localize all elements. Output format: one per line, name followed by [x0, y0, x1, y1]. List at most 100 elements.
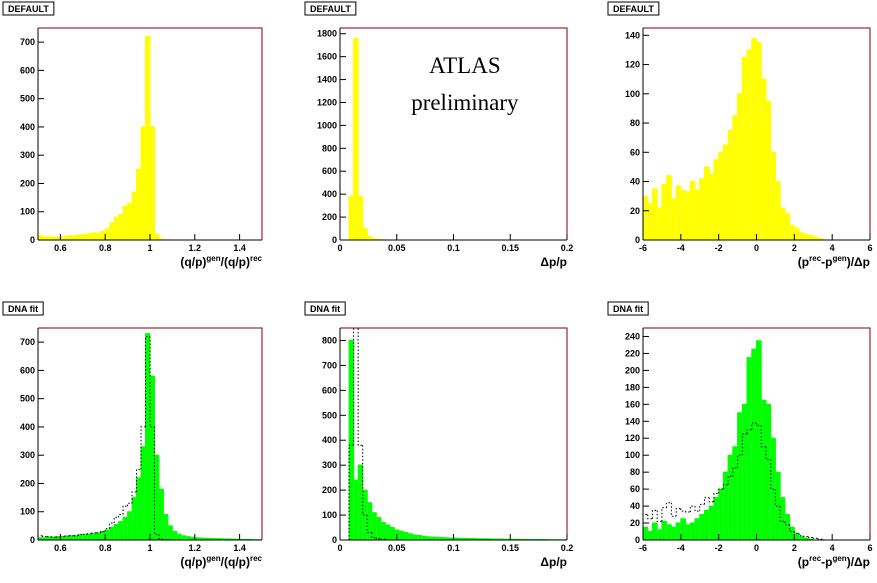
x-label-part: -p — [821, 255, 832, 269]
bar-outline — [375, 512, 381, 519]
bar-outline — [647, 527, 653, 533]
x-label-part: gen — [832, 254, 846, 263]
bar-outline — [127, 511, 133, 518]
bar-outline — [41, 235, 47, 238]
overlay-step — [822, 539, 828, 540]
bar — [444, 537, 449, 540]
overlay-step — [685, 511, 691, 513]
bar — [55, 237, 61, 240]
bar — [127, 203, 133, 240]
x-label-part: gen — [206, 254, 220, 263]
x-tick-label: 1.2 — [189, 243, 202, 253]
x-tick-label: 1 — [147, 243, 152, 253]
bar — [709, 174, 714, 240]
label-box — [304, 1, 357, 16]
overlay-step — [812, 537, 818, 539]
bar-outline — [403, 531, 409, 534]
bar — [46, 236, 52, 240]
bar-outline — [109, 222, 115, 229]
bar-outline — [808, 538, 814, 540]
bar-outline — [756, 340, 762, 350]
bar-outline — [118, 214, 124, 218]
bar — [699, 178, 705, 240]
y-tick-label: 400 — [322, 189, 337, 199]
bar-outline — [774, 152, 781, 183]
bar — [114, 217, 119, 240]
bar — [789, 225, 795, 240]
bar-outline — [136, 168, 142, 192]
x-tick-label: -4 — [677, 243, 685, 253]
bar-outline — [694, 181, 700, 191]
bar — [728, 130, 733, 240]
x-tick-label: 6 — [867, 543, 872, 553]
bar — [51, 537, 56, 540]
bar — [199, 538, 204, 540]
bar-outline — [158, 455, 164, 490]
bar-outline — [779, 181, 785, 209]
bar — [647, 531, 653, 540]
y-tick-label: 300 — [20, 450, 35, 460]
overlay-step — [643, 514, 648, 540]
bar — [221, 538, 227, 540]
overlay-step — [694, 506, 700, 512]
bar — [661, 184, 667, 240]
y-tick-label: 0 — [332, 535, 337, 545]
x-label-part: Δp/p — [540, 555, 567, 569]
x-axis-label: (q/p)gen/(q/p)rec — [180, 254, 262, 269]
bar — [42, 537, 47, 540]
bar — [643, 196, 648, 240]
bar — [167, 525, 173, 540]
x-tick-label: 0.15 — [501, 243, 519, 253]
bar — [141, 126, 146, 240]
x-tick-label: 6 — [867, 243, 872, 253]
bar — [657, 207, 662, 240]
bar — [389, 527, 395, 540]
bar-outline — [765, 79, 771, 102]
bar — [190, 537, 195, 540]
y-tick-label: 100 — [625, 89, 640, 99]
bar — [226, 538, 231, 540]
bar-outline — [680, 185, 686, 191]
bar-outline — [798, 228, 804, 234]
y-tick-label: 600 — [20, 365, 35, 375]
x-axis-label: (prec-pgen)/Δp — [798, 554, 870, 569]
x-tick-label: 0.05 — [388, 543, 406, 553]
bar-outline — [803, 536, 809, 539]
x-tick-label: 1 — [147, 543, 152, 553]
bar — [91, 232, 97, 240]
bar — [212, 538, 218, 540]
bar — [371, 238, 377, 240]
bar — [685, 191, 691, 240]
panel-label: DNA fit — [310, 304, 340, 314]
label-box — [2, 1, 55, 16]
bar-outline — [366, 490, 372, 504]
bar — [742, 404, 748, 540]
x-axis-label: Δp/p — [540, 255, 567, 269]
bar — [105, 530, 110, 540]
bar-outline — [656, 188, 662, 209]
x-label-part: rec — [250, 554, 263, 563]
bar-outline — [808, 234, 814, 237]
x-tick-label: 2 — [792, 243, 797, 253]
overlay-step — [737, 454, 743, 468]
bar-outline — [380, 517, 386, 524]
bar — [69, 235, 74, 240]
bar-outline — [171, 525, 177, 533]
overlay-step — [127, 502, 133, 507]
bar-outline — [46, 536, 52, 538]
bar-outline — [38, 537, 43, 540]
overlay-step — [703, 497, 710, 505]
bar-outline — [86, 233, 92, 235]
bar — [430, 537, 436, 540]
y-tick-label: 120 — [625, 433, 640, 443]
bar — [784, 213, 790, 240]
bar — [109, 527, 115, 540]
y-tick-label: 200 — [322, 212, 337, 222]
y-tick-label: 40 — [630, 177, 640, 187]
bar-outline — [122, 516, 128, 522]
overlay-step — [122, 505, 128, 515]
bar — [127, 511, 133, 540]
bar — [176, 534, 182, 540]
overlay-step — [708, 497, 714, 503]
